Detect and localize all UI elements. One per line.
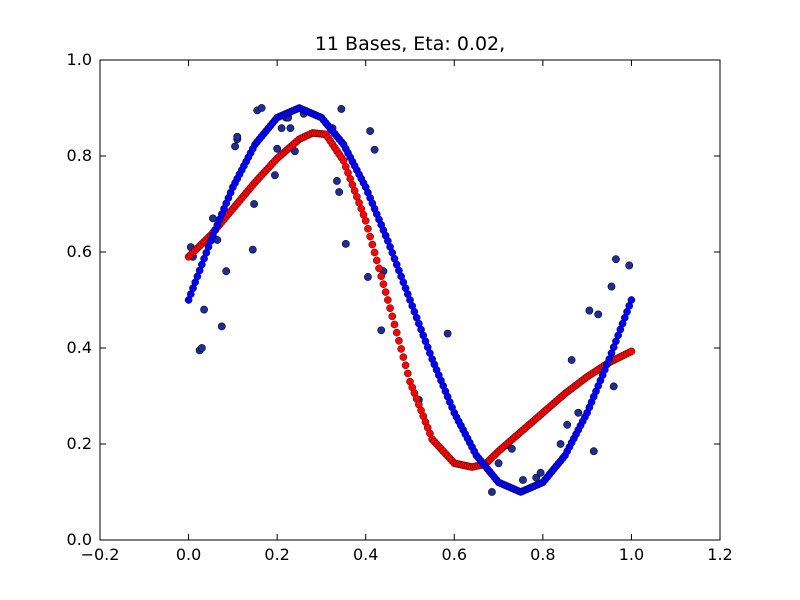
fitted-curve-point — [370, 248, 379, 257]
y-tick-label: 0.4 — [67, 338, 92, 357]
data-point — [507, 444, 516, 453]
data-point — [488, 488, 496, 496]
data-point — [231, 142, 239, 151]
data-point — [333, 177, 341, 185]
data-point — [532, 473, 541, 482]
fitted-curve-point — [401, 361, 410, 370]
data-point — [494, 459, 503, 468]
data-point — [519, 476, 527, 484]
data-point — [271, 171, 279, 180]
data-point — [217, 322, 226, 331]
y-tick-label: 0.2 — [67, 434, 92, 453]
y-tick-label: 1.0 — [67, 50, 92, 69]
fitted-curve-point — [372, 256, 381, 265]
data-point — [536, 468, 545, 477]
data-point — [335, 188, 344, 196]
fitted-curve-point — [395, 336, 403, 345]
fitted-curve-point — [397, 345, 405, 353]
axes: −0.2 0.0 0.2 0.4 0.6 0.8 1.0 1.20.00.20.40.60.8… — [67, 50, 733, 564]
fitted-curve-point — [403, 369, 412, 378]
fitted-curve-point — [366, 232, 374, 241]
data-point — [607, 282, 616, 291]
data-point — [625, 261, 634, 270]
fitted-curve-point — [379, 280, 388, 288]
x-tick-label: 0.4 — [353, 545, 378, 564]
data-point — [612, 255, 620, 264]
data-point — [364, 273, 372, 281]
data-point — [370, 145, 379, 154]
x-tick-label: 1.2 — [707, 545, 732, 564]
data-point — [567, 356, 576, 364]
data-point — [273, 144, 282, 153]
y-tick-label: 0.8 — [67, 146, 92, 165]
x-tick-label: 0.6 — [442, 545, 467, 564]
data-point — [337, 105, 346, 113]
y-tick-label: 0.0 — [67, 530, 92, 549]
data-point — [200, 305, 208, 314]
data-point — [366, 127, 375, 135]
fitted-curve-point — [384, 296, 392, 304]
x-tick-label: 0.2 — [264, 545, 289, 564]
fitted-curve-point — [375, 264, 383, 273]
data-point — [377, 326, 386, 335]
data-point — [250, 200, 259, 208]
data-point — [585, 306, 594, 315]
data-point — [257, 104, 266, 112]
data-point — [277, 124, 286, 133]
fitted-curve-point — [392, 328, 401, 337]
fitted-curve-point — [388, 312, 397, 321]
fitted-curve-point — [361, 216, 370, 225]
target-curve-point — [627, 296, 636, 304]
fitted-curve-point — [377, 272, 386, 281]
y-tick-label: 0.6 — [67, 242, 92, 261]
fitted-curve-point — [390, 320, 399, 329]
plot-area — [184, 104, 636, 496]
data-point — [248, 245, 257, 254]
fitted-curve-point — [399, 353, 408, 361]
x-tick-label: 0.0 — [176, 545, 201, 564]
data-point — [443, 329, 452, 338]
data-point — [556, 440, 565, 448]
fitted-curve-point — [381, 288, 390, 296]
data-point — [286, 124, 295, 133]
data-point — [233, 132, 242, 141]
data-point — [222, 267, 231, 276]
fitted-curve-point — [368, 240, 377, 249]
x-tick-label: 1.0 — [619, 545, 644, 564]
data-point — [589, 447, 598, 456]
chart-title: 11 Bases, Eta: 0.02, — [315, 33, 505, 55]
data-point — [197, 344, 206, 352]
fitted-curve-point — [627, 347, 636, 356]
x-tick-label: 0.8 — [530, 545, 555, 564]
data-point — [594, 310, 603, 319]
data-point — [209, 214, 217, 223]
data-point — [341, 239, 350, 248]
data-point — [574, 408, 583, 417]
fitted-curve-point — [386, 304, 394, 312]
data-point — [563, 420, 572, 429]
x-tick-label: −0.2 — [81, 545, 120, 564]
axes-frame — [99, 59, 721, 541]
fitted-curve-point — [364, 224, 372, 233]
data-point — [609, 382, 618, 391]
